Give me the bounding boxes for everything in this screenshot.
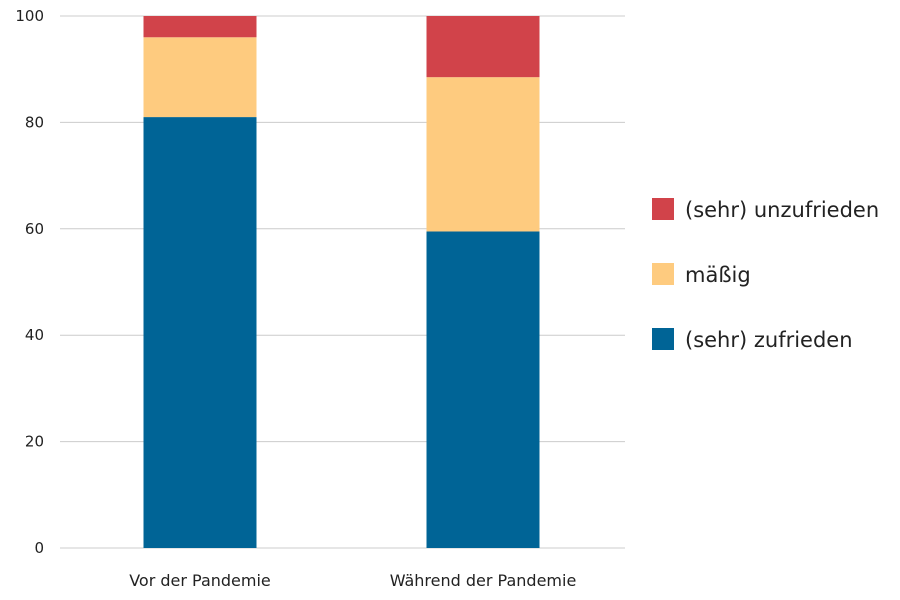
bar-segment (426, 16, 540, 78)
legend: (sehr) unzufrieden mäßig (sehr) zufrieden (652, 198, 879, 352)
bar-segment (426, 77, 540, 232)
y-tick-label: 40 (25, 326, 44, 344)
y-tick-label: 0 (34, 539, 44, 557)
legend-label: mäßig (685, 263, 751, 287)
y-tick-label: 80 (25, 113, 44, 131)
legend-label: (sehr) zufrieden (685, 328, 853, 352)
y-tick-label: 100 (15, 7, 44, 25)
x-axis-labels: Vor der Pandemie Während der Pandemie (129, 571, 576, 590)
bar-segment (426, 231, 540, 548)
y-axis-ticks: 0 20 40 60 80 100 (15, 7, 44, 557)
bar-segment (143, 16, 257, 38)
y-tick-label: 60 (25, 220, 44, 238)
legend-swatch (652, 328, 674, 350)
legend-swatch (652, 263, 674, 285)
bar-segment (143, 117, 257, 548)
y-tick-label: 20 (25, 433, 44, 451)
x-tick-label: Vor der Pandemie (129, 571, 271, 590)
legend-label: (sehr) unzufrieden (685, 198, 879, 222)
x-tick-label: Während der Pandemie (390, 571, 577, 590)
legend-swatch (652, 198, 674, 220)
bar-segment (143, 37, 257, 118)
bars (143, 16, 540, 548)
